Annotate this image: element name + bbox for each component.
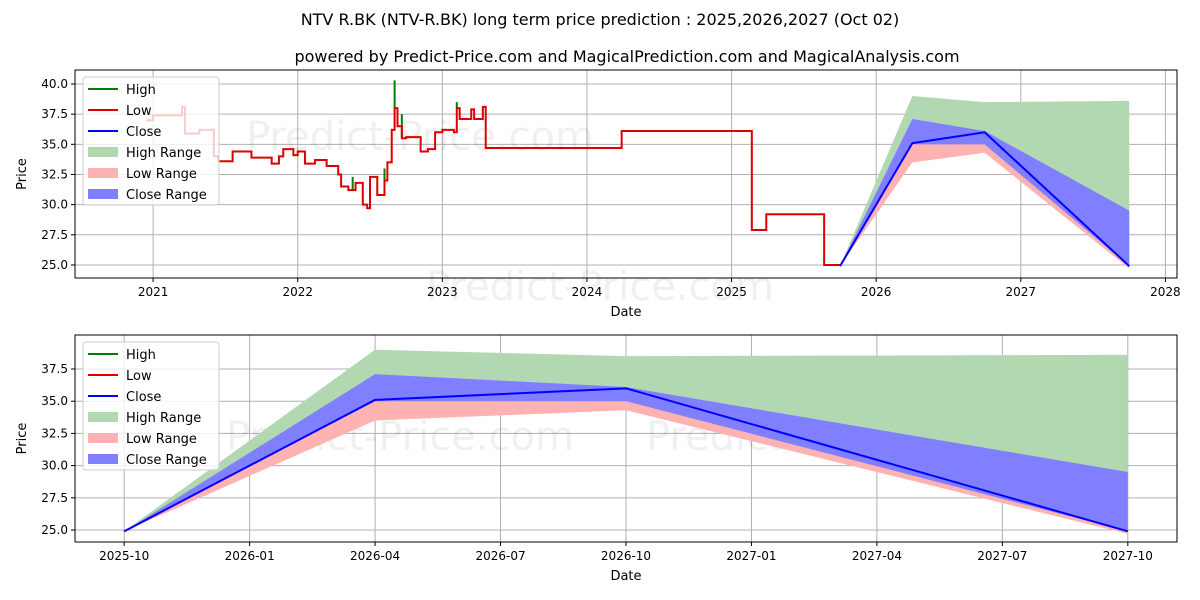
close-range-area (124, 374, 1128, 532)
x-tick-label: 2026-04 (350, 549, 400, 563)
x-tick-label: 2023 (427, 285, 458, 299)
x-tick-label: 2028 (1150, 285, 1181, 299)
y-tick-label: 30.0 (41, 198, 68, 212)
legend: High Low Close High Range Low Range Close Ran… (82, 76, 220, 206)
legend-area-swatch (88, 147, 118, 157)
legend-label: Close (126, 390, 161, 405)
legend-area-swatch (88, 412, 118, 422)
plot-area (123, 349, 1129, 534)
close-range-area (840, 118, 1130, 267)
y-tick-label: 27.5 (41, 491, 68, 505)
y-tick-label: 35.0 (41, 394, 68, 408)
close-line (123, 387, 1129, 533)
x-tick-label: 2022 (282, 285, 313, 299)
legend-area-swatch (88, 454, 118, 464)
y-axis-label: Price (15, 158, 30, 190)
legend-label: Close (126, 125, 161, 140)
plot-area (145, 80, 1130, 269)
x-tick-label: 2027-04 (852, 549, 902, 563)
x-tick-label: 2026-07 (475, 549, 525, 563)
x-tick-label: 2021 (138, 285, 169, 299)
chart-panel-0: 2021 2022 2023 2024 2025 2026 2027 2028 25.0 27.5… (15, 69, 1181, 320)
legend-label: Low Range (126, 432, 197, 447)
y-tick-label: 32.5 (41, 426, 68, 440)
x-axis-label: Date (610, 305, 641, 320)
x-tick-label: 2026-10 (601, 549, 651, 563)
chart-title: NTV R.BK (NTV-R.BK) long term price pred… (301, 10, 900, 29)
y-tick-label: 25.0 (41, 258, 68, 272)
x-tick-label: 2024 (572, 285, 603, 299)
x-axis-label: Date (610, 569, 641, 584)
y-tick-label: 35.0 (41, 137, 68, 151)
legend-area-swatch (88, 168, 118, 178)
x-tick-label: 2026 (861, 285, 892, 299)
x-tick-label: 2027-10 (1103, 549, 1153, 563)
y-tick-label: 37.5 (41, 362, 68, 376)
y-tick-label: 25.0 (41, 523, 68, 537)
plot-frame (74, 69, 1178, 279)
plot-frame (74, 334, 1178, 543)
legend-label: High (126, 83, 156, 98)
y-tick-label: 27.5 (41, 228, 68, 242)
legend-label: High (126, 348, 156, 363)
watermark: Predict-Price.com (426, 264, 774, 310)
x-tick-label: 2025-10 (99, 549, 149, 563)
legend-label: Low (126, 104, 152, 119)
legend-label: High Range (126, 146, 201, 161)
close-line (839, 131, 1130, 267)
y-axis-label: Price (15, 423, 30, 455)
legend-label: Low (126, 369, 152, 384)
x-tick-label: 2026-01 (225, 549, 275, 563)
x-tick-label: 2027 (1006, 285, 1037, 299)
legend-label: High Range (126, 411, 201, 426)
y-tick-label: 30.0 (41, 459, 68, 473)
x-tick-label: 2027-01 (726, 549, 776, 563)
chart-panel-1: 2025-10 2026-01 2026-04 2026-07 2026-10 2027-… (15, 334, 1178, 584)
chart-subtitle: powered by Predict-Price.com and Magical… (294, 47, 959, 66)
y-tick-label: 37.5 (41, 107, 68, 121)
legend: High Low Close High Range Low Range Close Ran… (82, 341, 220, 471)
legend-area-swatch (88, 433, 118, 443)
legend-label: Low Range (126, 167, 197, 182)
low-line (145, 105, 842, 267)
y-tick-label: 32.5 (41, 167, 68, 181)
legend-area-swatch (88, 189, 118, 199)
x-tick-label: 2025 (716, 285, 747, 299)
y-tick-label: 40.0 (41, 77, 68, 91)
x-tick-label: 2027-07 (977, 549, 1027, 563)
legend-label: Close Range (126, 453, 207, 468)
legend-label: Close Range (126, 188, 207, 203)
